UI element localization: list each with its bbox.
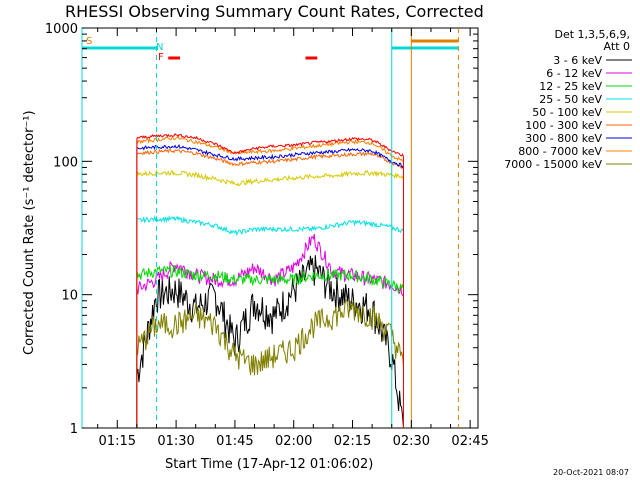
x-tick-label: 02:45 <box>451 434 488 449</box>
flag-label: S <box>86 36 92 47</box>
x-axis-label: Start Time (17-Apr-12 01:06:02) <box>165 457 373 472</box>
tick-layer: 01:15 01:30 01:45 02:00 02:15 02:30 02:45 1 10 10… <box>45 22 489 449</box>
series-line <box>136 214 404 428</box>
y-tick-label: 100 <box>53 155 78 170</box>
series-line <box>136 148 404 428</box>
legend-header: Det 1,3,5,6,9, <box>554 28 630 41</box>
x-tick-label: 02:15 <box>334 434 371 449</box>
legend-entry-label: 300 - 800 keV <box>525 132 602 145</box>
series-layer <box>136 132 404 429</box>
x-tick-label: 01:15 <box>99 434 136 449</box>
series-line <box>136 255 404 429</box>
flag-label: N <box>156 42 163 53</box>
legend-entry-label: 100 - 300 keV <box>525 119 602 132</box>
y-axis-label: Corrected Count Rate (s⁻¹ detector⁻¹) <box>22 110 37 355</box>
series-line <box>136 143 404 428</box>
series-line <box>136 135 404 428</box>
legend-header: Att 0 <box>604 40 630 53</box>
legend-entry-label: 50 - 100 keV <box>532 106 602 119</box>
chart-title: RHESSI Observing Summary Count Rates, Co… <box>65 2 484 21</box>
legend-entry-label: 25 - 50 keV <box>539 93 602 106</box>
flag-label: F <box>158 52 164 63</box>
x-tick-label: 01:45 <box>216 434 253 449</box>
series-line <box>136 169 404 428</box>
footer-timestamp: 20-Oct-2021 08:07 <box>553 468 629 477</box>
overlay-series-line <box>136 132 404 428</box>
x-tick-label: 02:00 <box>275 434 312 449</box>
legend-entry-label: 800 - 7000 keV <box>518 145 602 158</box>
y-tick-label: 1000 <box>45 22 78 37</box>
series-line <box>136 298 404 428</box>
legend-entry-label: 3 - 6 keV <box>553 54 602 67</box>
y-tick-label: 1 <box>70 422 78 437</box>
legend-entry-label: 12 - 25 keV <box>539 80 602 93</box>
x-tick-label: 01:30 <box>157 434 194 449</box>
x-tick-label: 02:30 <box>393 434 430 449</box>
series-line <box>136 265 404 428</box>
flag-layer: S NF <box>81 28 459 428</box>
y-tick-label: 10 <box>61 289 78 304</box>
legend-entry-label: 6 - 12 keV <box>546 67 602 80</box>
legend-entry-label: 7000 - 15000 keV <box>504 158 602 171</box>
